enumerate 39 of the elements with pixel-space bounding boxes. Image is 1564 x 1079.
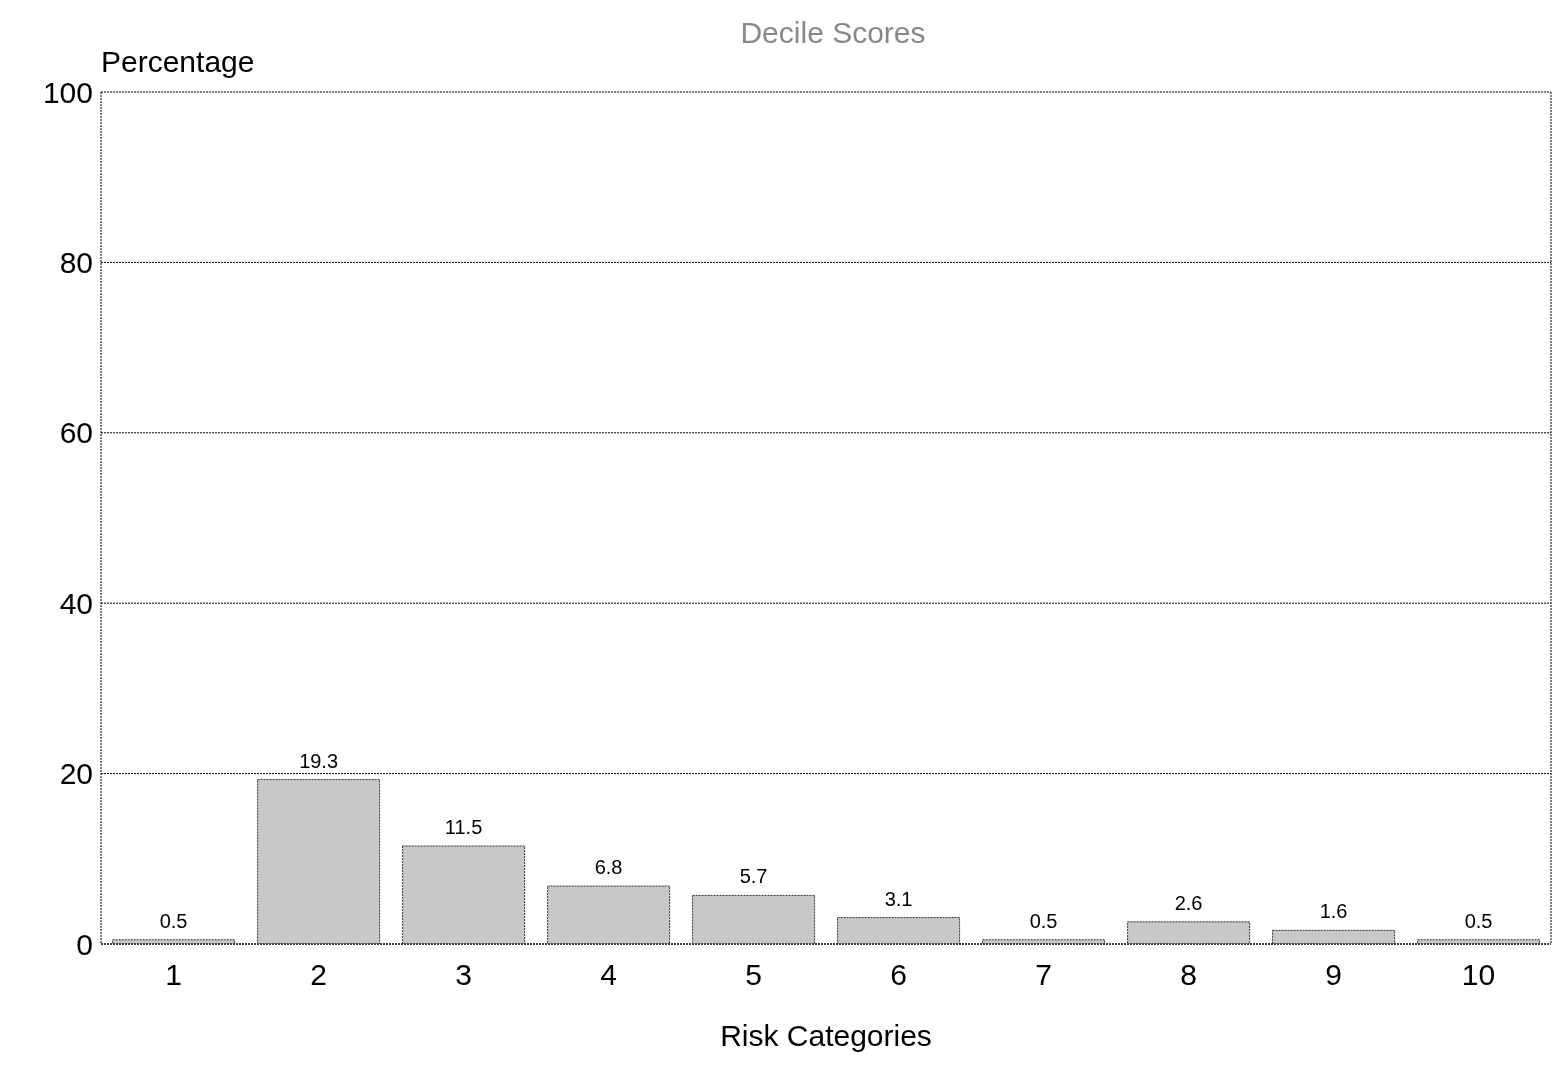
bar <box>837 917 961 944</box>
data-label: 0.5 <box>159 909 188 932</box>
x-tick-label: 3 <box>455 958 472 992</box>
bar <box>1417 939 1541 944</box>
data-label: 5.7 <box>739 865 768 888</box>
y-axis-title: Percentage <box>101 45 255 79</box>
y-tick-label: 20 <box>59 757 93 791</box>
x-tick-label: 7 <box>1035 958 1052 992</box>
y-tick-label: 40 <box>59 586 93 620</box>
data-label: 1.6 <box>1319 900 1348 923</box>
y-tick-label: 100 <box>42 75 93 109</box>
data-label: 3.1 <box>884 887 913 910</box>
bar <box>547 885 671 944</box>
bar <box>257 779 381 944</box>
x-tick-label: 6 <box>890 958 907 992</box>
x-tick-label: 2 <box>310 958 327 992</box>
data-label: 2.6 <box>1174 891 1203 914</box>
data-label: 6.8 <box>594 856 623 879</box>
data-label: 11.5 <box>444 816 483 839</box>
x-tick-label: 10 <box>1461 958 1496 992</box>
bar <box>1127 921 1251 944</box>
y-tick-label: 0 <box>76 927 93 961</box>
x-axis-title: Risk Categories <box>720 1019 932 1052</box>
x-tick-label: 9 <box>1325 958 1342 992</box>
y-tick-label: 60 <box>59 416 93 450</box>
data-label: 0.5 <box>1029 909 1058 932</box>
y-tick-label: 80 <box>59 246 93 280</box>
bar <box>982 939 1106 944</box>
x-tick-label: 1 <box>165 958 182 992</box>
x-tick-label: 8 <box>1180 958 1197 992</box>
x-tick-label: 5 <box>745 958 762 992</box>
bar <box>402 845 526 944</box>
data-label: 0.5 <box>1464 909 1493 932</box>
bar <box>692 894 816 944</box>
data-label: 19.3 <box>299 749 339 772</box>
bar <box>112 939 236 944</box>
bar <box>1272 929 1396 944</box>
x-tick-label: 4 <box>600 958 617 992</box>
chart-title: Decile Scores <box>740 16 926 49</box>
